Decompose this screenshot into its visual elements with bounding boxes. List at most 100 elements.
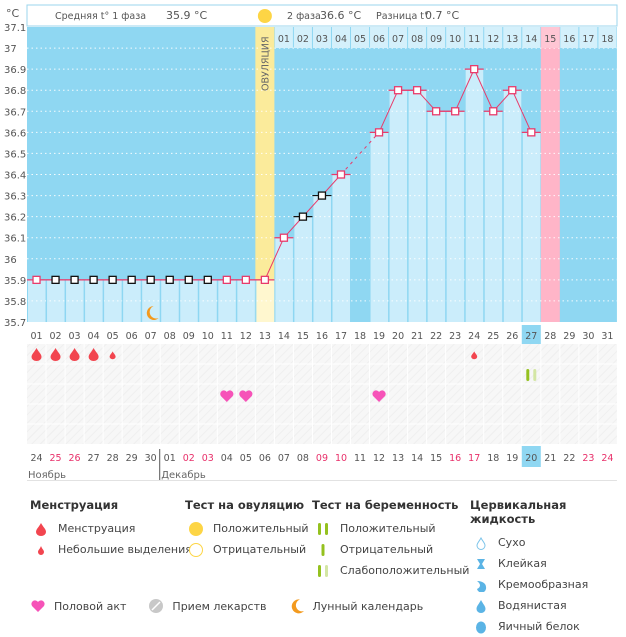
luteal-day-label: 14 [525,34,537,45]
luteal-day-cell [331,27,351,48]
diff-label: Разница t° [376,11,429,22]
luteal-day-cell [522,27,541,48]
date-label: 07 [278,453,290,464]
cycle-day-label: 30 [582,331,594,342]
temperature-point [108,275,117,285]
legend-item: Водянистая [470,595,626,616]
cycle-day-label: 23 [449,331,461,342]
small-drop-icon [30,544,52,556]
diff-value: 0.7 °C [425,9,459,22]
legend-item: Яичный белок [470,616,626,637]
date-label: 28 [107,453,119,464]
creamy-icon [470,578,492,592]
luteal-day-label: 12 [487,34,499,45]
cycle-day-label: 20 [392,331,404,342]
y-tick-label: 36.7 [4,107,26,118]
luteal-day-label: 08 [411,34,423,45]
ovulation-test-positive-icon [257,9,272,23]
temperature-bar [141,279,160,322]
legend-title: Менструация [30,498,119,512]
today-date-highlight [521,446,541,467]
sticky-icon [470,557,492,571]
temperature-point [32,275,41,285]
menstruation-drop-icon [50,348,61,361]
temperature-point [70,275,79,285]
luteal-day-cell [370,27,389,48]
luteal-day-label: 13 [506,34,518,45]
temperature-bar [465,69,484,323]
date-label: 26 [69,453,81,464]
luteal-day-label: 09 [430,34,442,45]
cycle-day-label: 24 [468,331,480,342]
cycle-day-label: 27 [525,331,537,342]
temperature-point [260,275,270,285]
cycle-day-label: 02 [49,331,61,342]
luteal-day-label: 15 [544,34,556,45]
y-tick-label: 36.8 [4,86,26,97]
legend-item: Клейкая [470,553,626,574]
ovulation-column [255,27,275,280]
month-label: Декабрь [161,470,206,481]
temperature-point [127,275,136,285]
temperature-line-segment [454,68,475,112]
test-positive-icon [312,522,334,536]
legend-title: Тест на овуляцию [185,498,305,512]
cycle-day-label: 07 [145,331,157,342]
date-label: 10 [335,453,347,464]
pill-icon [148,598,164,614]
pregnancy-test-line-icon [526,369,530,381]
luteal-day-cell [312,27,331,48]
legend-item: Положительный [185,518,309,539]
temperature-bar [331,174,351,322]
legend-title: Тест на беременность [312,498,459,512]
legend-ovulation-test: Тест на овуляцию Положительный Отрицател… [185,498,309,560]
date-label: 05 [240,453,252,464]
luteal-day-label: 05 [354,34,366,45]
temperature-point [451,107,460,116]
temperature-point [165,275,174,285]
phase1-value: 35.9 °C [166,9,207,22]
cycle-day-label: 13 [259,331,271,342]
temperature-bar [160,279,179,322]
legend-item: Отрицательный [185,539,309,560]
cycle-day-label: 04 [88,331,100,342]
temperature-line-segment [511,90,532,133]
cycle-day-label: 05 [107,331,119,342]
date-label: 16 [449,453,461,464]
cycle-day-label: 21 [411,331,423,342]
today-cycle-highlight [521,325,541,345]
egg-white-icon [470,620,492,634]
y-tick-label: 36.3 [4,192,26,203]
moon-icon [289,598,305,614]
luteal-day-cell [427,27,446,48]
date-label: 15 [430,453,442,464]
date-label: 23 [582,453,594,464]
temperature-point [336,170,346,179]
temperature-line-segment [473,68,494,112]
date-label: 04 [221,453,233,464]
date-label: 30 [145,453,157,464]
heart-icon [372,390,386,402]
bbt-chart: °C Средняя t° 1 фаза 35.9 °C 2 фаза 36.6… [4,4,618,481]
temperature-bar [179,279,198,322]
legend-item: Сухо [470,532,626,553]
luteal-day-cell [274,27,293,48]
month-label: Ноябрь [28,470,66,481]
date-label: 29 [126,453,138,464]
luteal-day-label: 01 [278,34,290,45]
luteal-day-cell [598,27,617,48]
temperature-bar [389,90,408,322]
test-faint-icon [312,564,334,578]
legend-item: Слабоположительный [312,560,469,581]
date-label: 20 [525,453,537,464]
temperature-point [508,86,517,95]
date-label: 24 [601,453,613,464]
y-tick-label: 36.1 [4,234,26,245]
luteal-day-cell [465,27,484,48]
temperature-point [184,275,193,285]
sun-filled-icon [185,521,207,537]
date-label: 06 [259,453,271,464]
cycle-day-label: 03 [69,331,81,342]
cycle-day-label: 28 [544,331,556,342]
temperature-bar [46,279,65,322]
